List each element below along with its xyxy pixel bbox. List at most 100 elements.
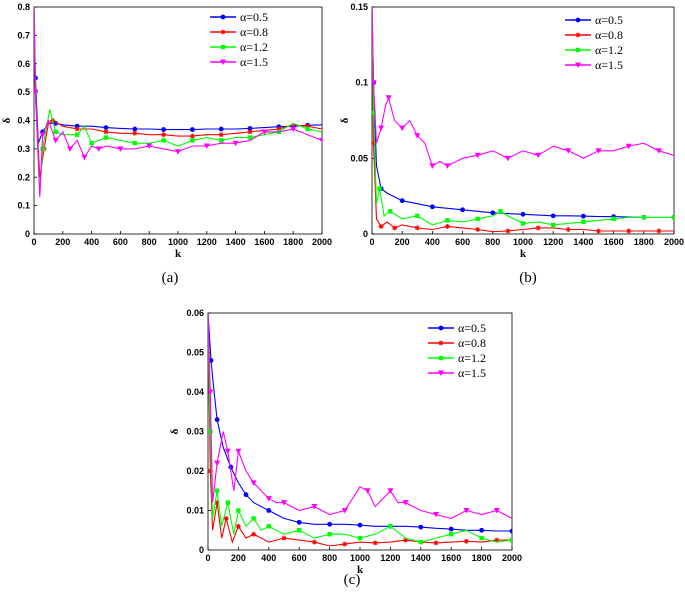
series-0 [208,312,512,534]
legend-label: α=0.5 [458,321,486,335]
y-tick-label: 0.06 [186,308,204,318]
series-point [418,524,424,530]
x-axis-label: k [520,248,527,260]
series-point [250,480,257,486]
x-tick-label: 600 [455,237,470,247]
x-tick-label: 1400 [226,237,246,247]
legend-label: α=1.5 [240,55,268,69]
series-3 [372,6,674,169]
series-point [214,417,220,423]
series-point [372,540,378,546]
y-tick-label: 0.1 [17,201,30,211]
series-1 [372,6,674,234]
series-point [251,516,256,521]
series-line [372,6,674,226]
series-point [448,526,454,532]
series-point [161,138,166,143]
legend-marker [220,44,226,50]
legend-label: α=1.2 [458,351,486,365]
series-point [595,148,602,154]
y-tick-label: 0.3 [17,144,30,154]
series-point [385,95,392,101]
series-point [75,132,80,137]
y-tick-label: 0.4 [17,116,30,126]
series-point [463,508,470,514]
series-point [297,528,302,533]
series-point [475,226,481,232]
series-point [520,211,526,217]
legend-marker [220,14,226,20]
series-point [392,225,398,231]
series-point [261,129,268,135]
series-point [327,521,332,527]
chart-panel-b: 0 200 400 600 800 1000 1200 1400 1600 1800 2000 0 0.… [339,2,684,286]
x-tick-label: 200 [55,237,70,247]
x-tick-label: 1000 [350,553,370,563]
series-point [281,500,287,506]
series-point [444,163,451,169]
series-point [433,540,439,546]
series-point [67,146,73,152]
x-tick-label: 600 [113,237,128,247]
y-tick-label: 0.6 [17,59,30,69]
series-point [214,488,220,493]
legend-marker [575,62,581,68]
series-line [208,312,512,532]
series-point [214,500,220,506]
series-point [535,152,542,159]
figure-caption: (c) [344,572,361,588]
plot-frame [33,6,323,235]
series-2 [372,6,674,228]
series-point [89,141,94,146]
x-tick-label: 1800 [634,237,654,247]
series-point [281,535,287,541]
series-line [372,6,674,218]
series-point [550,213,556,219]
x-tick-label: 0 [369,237,374,247]
series-point [247,129,253,135]
series-point [509,537,512,543]
series-point [596,228,601,234]
series-point [509,528,512,534]
series-point [565,148,572,154]
series-point [311,539,317,545]
legend-marker [575,32,581,38]
series-point [357,535,363,541]
series-point [479,527,484,533]
series-point [218,126,224,132]
series-point [235,523,241,529]
series-point [399,198,405,204]
series-point [505,228,511,234]
series-point [175,149,181,155]
x-tick-label: 400 [425,237,440,247]
series-point [208,468,213,474]
series-line [34,6,322,198]
series-point [372,80,377,86]
legend: α=0.5α=0.8α=1.2α=1.5 [428,321,486,380]
series-point [103,135,109,140]
series-point [671,215,674,220]
series-point [418,539,423,545]
x-tick-label: 1000 [168,237,188,247]
plot-frame [371,6,675,235]
series-point [399,125,406,132]
series-point [415,213,420,219]
series-point [311,504,318,510]
series-point [402,500,409,506]
series-point [388,524,393,529]
y-tick-label: 0.5 [17,87,30,97]
series-point [276,126,282,132]
series-point [247,126,253,131]
x-tick-label: 200 [395,237,410,247]
legend-label: α=1.2 [240,40,268,54]
series-point [214,460,221,467]
series-point [161,132,167,138]
series-point [498,209,503,214]
chart-panel-c: 0 200 400 600 800 1000 1200 1400 1600 1800 2000 0 0.… [169,308,522,588]
chart-panel-a: 0 200 400 600 800 1000 1200 1400 1600 1800 2000 0 0.… [1,2,332,286]
series-point [236,508,241,513]
y-tick-label: 0.01 [186,506,204,516]
series-point [551,222,556,228]
x-tick-label: 1400 [573,237,593,247]
